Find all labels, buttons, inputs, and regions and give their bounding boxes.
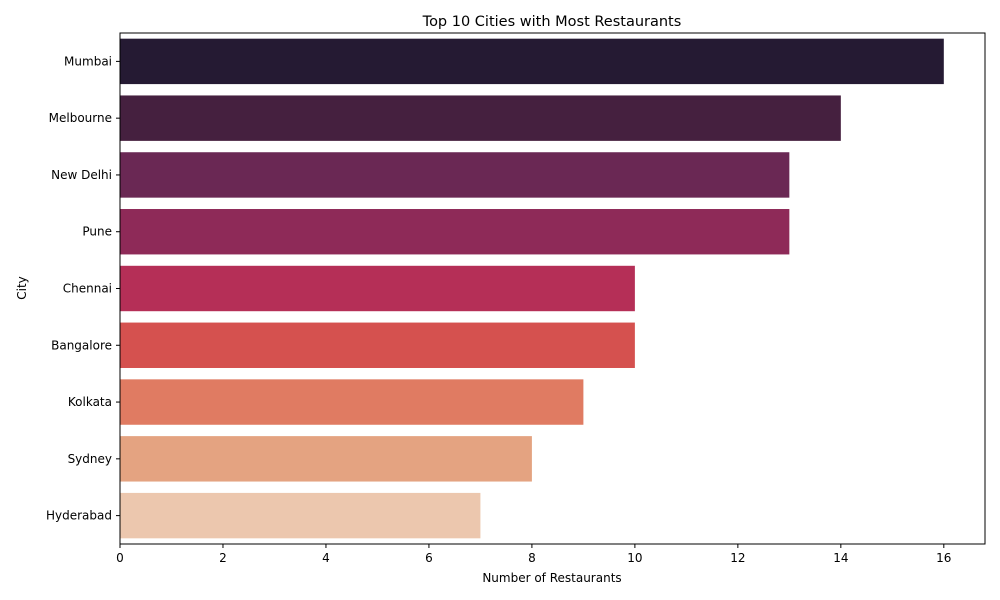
- bar-bangalore: [120, 322, 635, 368]
- x-tick-label: 16: [936, 551, 951, 565]
- bar-sydney: [120, 436, 532, 482]
- y-tick-label: Kolkata: [68, 395, 112, 409]
- bar-kolkata: [120, 379, 584, 425]
- y-tick-label: Hyderabad: [46, 509, 112, 523]
- x-tick-label: 10: [627, 551, 642, 565]
- x-tick-label: 14: [833, 551, 848, 565]
- y-tick-label: Bangalore: [51, 338, 112, 352]
- y-tick-label: Chennai: [63, 282, 112, 296]
- bar-melbourne: [120, 95, 841, 141]
- x-tick-label: 0: [116, 551, 124, 565]
- y-tick-label: Melbourne: [49, 111, 112, 125]
- y-tick-label: Sydney: [68, 452, 112, 466]
- y-tick-label: Mumbai: [64, 54, 112, 68]
- y-axis: Mumbai Melbourne New Delhi Pune Chennai Banga…: [46, 54, 120, 523]
- x-tick-label: 2: [219, 551, 227, 565]
- bar-pune: [120, 209, 790, 255]
- x-tick-label: 4: [322, 551, 330, 565]
- x-tick-label: 6: [425, 551, 433, 565]
- chart-title: Top 10 Cities with Most Restaurants: [422, 14, 682, 30]
- bars-group: [120, 38, 944, 539]
- x-axis: 0 2 4 6 8 10 12 14 16: [116, 544, 951, 565]
- x-tick-label: 12: [730, 551, 745, 565]
- y-axis-label: City: [15, 276, 29, 300]
- bar-hyderabad: [120, 492, 481, 539]
- bar-chennai: [120, 265, 635, 312]
- x-axis-label: Number of Restaurants: [482, 571, 621, 585]
- y-tick-label: Pune: [82, 225, 112, 239]
- bar-mumbai: [120, 38, 944, 85]
- y-tick-label: New Delhi: [51, 168, 112, 182]
- bar-new-delhi: [120, 152, 790, 198]
- x-tick-label: 8: [528, 551, 536, 565]
